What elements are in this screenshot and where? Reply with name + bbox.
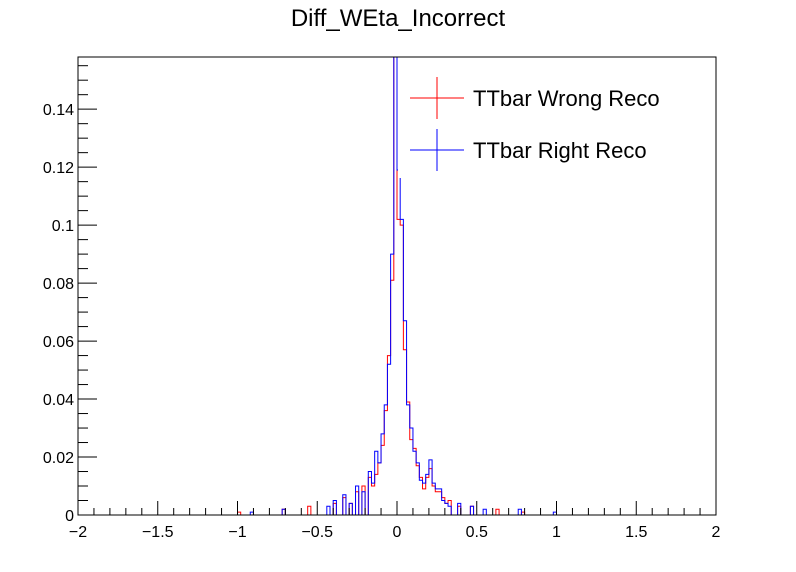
x-tick-label: −1.5 [142, 524, 174, 541]
x-tick-label: −0.5 [301, 524, 333, 541]
x-tick-label: −2 [69, 524, 87, 541]
legend-entry-wrong-reco: TTbar Wrong Reco [410, 77, 660, 119]
x-tick-label: 0 [393, 524, 402, 541]
x-tick-label: 1.5 [625, 524, 647, 541]
y-tick-label: 0 [65, 508, 74, 525]
legend-box [398, 66, 704, 178]
legend: TTbar Wrong Reco TTbar Right Reco [398, 66, 704, 178]
x-tick-label: 2 [712, 524, 721, 541]
x-tick-label: −1 [228, 524, 246, 541]
y-tick-label: 0.04 [43, 392, 74, 409]
legend-entry-right-reco: TTbar Right Reco [410, 129, 647, 171]
y-axis: 0 0.02 0.04 0.06 0.08 0.1 0.12 0.14 [43, 65, 97, 525]
y-tick-label: 0.02 [43, 450, 74, 467]
y-tick-label: 0.06 [43, 334, 74, 351]
legend-label-wrong-reco: TTbar Wrong Reco [473, 86, 660, 111]
y-tick-label: 0.12 [43, 160, 74, 177]
chart-title: Diff_WEta_Incorrect [291, 5, 506, 32]
y-tick-label: 0.14 [43, 102, 74, 119]
y-tick-label: 0.1 [52, 218, 74, 235]
legend-label-right-reco: TTbar Right Reco [473, 138, 647, 163]
x-axis: −2 −1.5 −1 −0.5 0 0.5 1 1.5 2 [69, 501, 721, 541]
x-tick-label: 0.5 [466, 524, 488, 541]
y-tick-label: 0.08 [43, 276, 74, 293]
x-tick-label: 1 [552, 524, 561, 541]
